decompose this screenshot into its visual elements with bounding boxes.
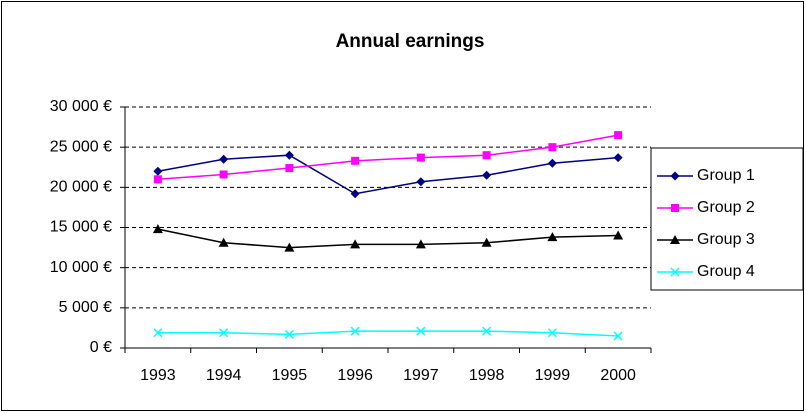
y-tick-label: 15 000 € — [50, 219, 112, 236]
series-line — [157, 134, 619, 181]
series-line — [157, 154, 619, 195]
marker — [670, 171, 680, 181]
marker — [415, 239, 426, 249]
marker — [671, 204, 679, 212]
marker — [284, 329, 294, 339]
x-tick-label: 1997 — [403, 367, 439, 384]
marker — [547, 328, 557, 338]
marker — [350, 239, 361, 249]
marker — [416, 326, 426, 336]
y-tick-label: 25 000 € — [50, 138, 112, 155]
marker — [152, 224, 163, 234]
y-tick-label: 20 000 € — [50, 179, 112, 196]
y-tick-label: 5 000 € — [59, 299, 112, 316]
marker — [351, 156, 360, 165]
legend-label: Group 1 — [697, 167, 755, 184]
marker — [219, 154, 229, 164]
marker — [285, 164, 294, 173]
marker — [670, 267, 680, 277]
marker — [153, 175, 162, 184]
marker — [153, 328, 163, 338]
x-tick-label: 1994 — [206, 367, 242, 384]
marker — [614, 131, 623, 140]
marker — [350, 189, 360, 199]
marker — [284, 242, 295, 252]
legend-label: Group 2 — [697, 199, 755, 216]
marker — [481, 237, 492, 247]
marker — [416, 153, 425, 162]
marker — [416, 177, 426, 187]
marker — [482, 170, 492, 180]
legend-box — [650, 147, 804, 291]
marker — [613, 331, 623, 341]
marker — [547, 232, 558, 242]
marker — [153, 166, 163, 176]
marker — [219, 170, 228, 179]
y-tick-label: 10 000 € — [50, 259, 112, 276]
chart-title: Annual earnings — [336, 31, 485, 52]
marker — [482, 151, 491, 160]
y-tick-label: 30 000 € — [50, 98, 112, 115]
x-tick-label: 1996 — [337, 367, 373, 384]
series-line — [157, 330, 619, 337]
y-tick-label: 0 € — [90, 339, 112, 356]
x-tick-label: 1995 — [272, 367, 308, 384]
legend-label: Group 4 — [697, 263, 755, 280]
marker — [613, 153, 623, 163]
marker — [219, 328, 229, 338]
x-tick-label: 1999 — [535, 367, 571, 384]
marker — [482, 326, 492, 336]
marker — [613, 230, 624, 240]
x-tick-label: 1993 — [140, 367, 176, 384]
marker — [548, 143, 557, 152]
legend-label: Group 3 — [697, 231, 755, 248]
marker — [218, 237, 229, 247]
series-line — [157, 228, 619, 249]
marker — [350, 326, 360, 336]
marker — [284, 150, 294, 160]
marker — [547, 158, 557, 168]
marker — [670, 235, 680, 244]
x-tick-label: 2000 — [600, 367, 636, 384]
x-tick-label: 1998 — [469, 367, 505, 384]
